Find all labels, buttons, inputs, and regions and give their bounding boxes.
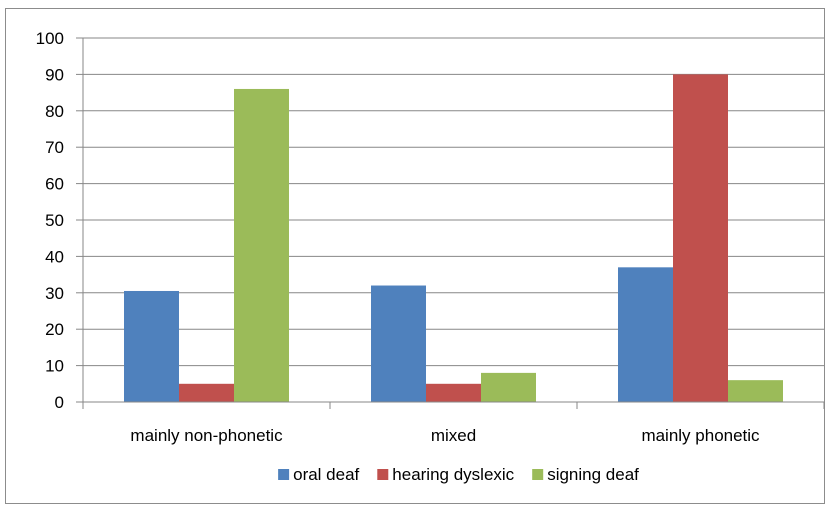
- bar-hearing-dyslexic: [673, 74, 728, 403]
- y-tick-label: 60: [45, 175, 64, 194]
- y-tick-label: 90: [45, 65, 64, 84]
- legend-label: signing deaf: [547, 465, 639, 484]
- legend-item: oral deaf: [278, 465, 360, 484]
- bar-oral-deaf: [371, 285, 426, 402]
- y-tick-label: 30: [45, 284, 64, 303]
- legend-swatch: [532, 469, 544, 480]
- y-tick-label: 40: [45, 247, 64, 266]
- y-tick-label: 50: [45, 211, 64, 230]
- x-tick-label: mainly phonetic: [641, 426, 760, 445]
- bar-signing-deaf: [481, 372, 536, 402]
- bar-oral-deaf: [124, 290, 179, 402]
- y-tick-label: 0: [55, 393, 64, 412]
- legend-swatch: [377, 469, 389, 480]
- x-tick-label: mainly non-phonetic: [130, 426, 283, 445]
- legend: oral deaf hearing dyslexic signing deaf: [278, 465, 639, 484]
- y-axis: 0 10 20 30 40 50 60 70 80 90 100: [36, 29, 84, 412]
- bar-signing-deaf: [728, 380, 783, 402]
- legend-label: oral deaf: [293, 465, 359, 484]
- x-tick-label: mixed: [431, 426, 476, 445]
- legend-swatch: [278, 469, 290, 480]
- legend-label: hearing dyslexic: [392, 465, 514, 484]
- bar-oral-deaf: [618, 267, 673, 402]
- y-tick-label: 20: [45, 320, 64, 339]
- x-axis: mainly non-phonetic mixed mainly phonetic: [82, 401, 825, 445]
- legend-item: signing deaf: [532, 465, 639, 484]
- y-tick-label: 70: [45, 138, 64, 157]
- bar-hearing-dyslexic: [426, 383, 481, 402]
- y-tick-label: 10: [45, 357, 64, 376]
- bar-hearing-dyslexic: [179, 383, 234, 402]
- legend-item: hearing dyslexic: [377, 465, 515, 484]
- bar-signing-deaf: [234, 88, 289, 403]
- y-tick-label: 100: [36, 29, 64, 48]
- y-tick-label: 80: [45, 102, 64, 121]
- bars: [124, 74, 783, 403]
